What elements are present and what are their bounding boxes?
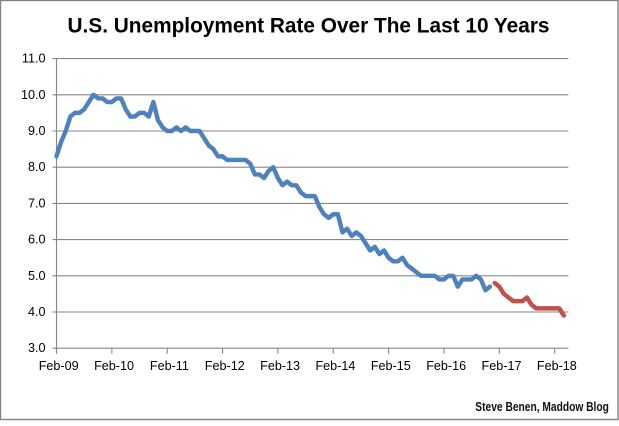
svg-text:9.0: 9.0: [28, 124, 46, 138]
svg-text:Feb-15: Feb-15: [371, 359, 411, 373]
svg-text:10.0: 10.0: [21, 88, 46, 102]
svg-text:4.0: 4.0: [28, 305, 46, 319]
svg-text:5.0: 5.0: [28, 269, 46, 283]
svg-text:6.0: 6.0: [28, 233, 46, 247]
svg-text:Feb-14: Feb-14: [315, 359, 355, 373]
svg-text:Feb-09: Feb-09: [39, 359, 79, 373]
svg-text:Feb-11: Feb-11: [150, 359, 189, 373]
svg-text:7.0: 7.0: [28, 196, 46, 210]
svg-text:U.S. Unemployment Rate Over Th: U.S. Unemployment Rate Over The Last 10 …: [68, 14, 550, 38]
svg-text:3.0: 3.0: [28, 341, 46, 355]
svg-text:8.0: 8.0: [28, 160, 46, 174]
svg-text:Feb-18: Feb-18: [537, 359, 577, 373]
svg-text:Feb-13: Feb-13: [260, 359, 300, 373]
svg-text:11.0: 11.0: [22, 52, 46, 66]
svg-text:Feb-16: Feb-16: [426, 359, 466, 373]
svg-text:Steve Benen, Maddow Blog: Steve Benen, Maddow Blog: [475, 399, 609, 414]
svg-text:Feb-12: Feb-12: [205, 359, 245, 373]
svg-text:Feb-17: Feb-17: [482, 359, 522, 373]
svg-text:Feb-10: Feb-10: [94, 359, 134, 373]
